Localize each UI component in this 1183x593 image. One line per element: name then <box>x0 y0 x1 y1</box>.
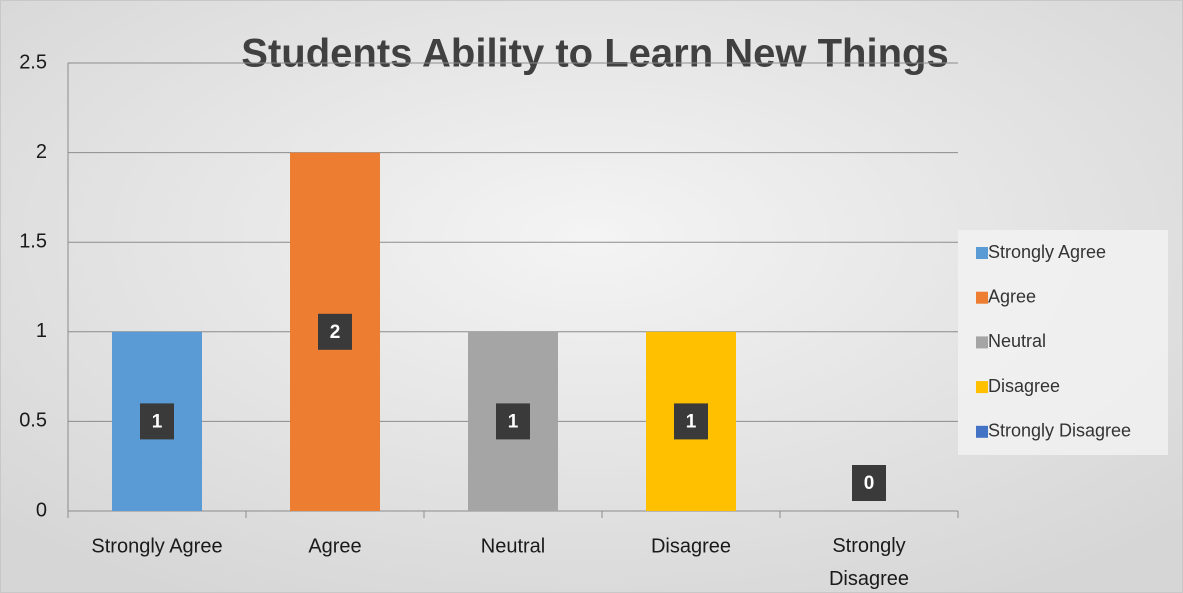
x-tick-label: Agree <box>308 535 361 557</box>
legend-label: Neutral <box>988 331 1046 351</box>
legend-swatch <box>976 381 988 394</box>
y-tick-label: 0 <box>36 499 47 521</box>
legend-label: Strongly Agree <box>988 242 1106 262</box>
y-tick-label: 2.5 <box>19 51 47 73</box>
x-tick-label: Strongly Agree <box>91 535 222 557</box>
x-tick-label: Strongly Disagree <box>829 535 909 590</box>
data-label-box <box>852 465 886 501</box>
y-tick-label: 2 <box>36 141 47 163</box>
data-label-box <box>674 403 708 440</box>
legend-swatch <box>976 425 988 438</box>
data-label: 1 <box>152 411 163 432</box>
chart-title: Students Ability to Learn New Things <box>241 32 948 76</box>
legend-label: Strongly Disagree <box>988 421 1131 441</box>
legend-label: Agree <box>988 286 1036 306</box>
data-label: 1 <box>508 411 519 432</box>
legend-swatch <box>976 291 988 304</box>
data-label-box <box>496 403 530 440</box>
y-tick-label: 0.5 <box>19 410 47 432</box>
x-tick-label: Disagree <box>651 535 731 557</box>
legend-swatch <box>976 247 988 259</box>
y-tick-label: 1.5 <box>19 230 47 252</box>
data-label: 2 <box>330 322 341 343</box>
data-label-box <box>318 313 352 350</box>
data-label: 1 <box>686 411 697 432</box>
data-label: 0 <box>864 473 875 494</box>
x-tick-label: Neutral <box>481 535 545 557</box>
legend-label: Disagree <box>988 376 1060 396</box>
legend-box <box>958 230 1168 455</box>
y-tick-label: 1 <box>36 320 47 342</box>
data-label-box <box>140 403 174 440</box>
legend-swatch <box>976 336 988 349</box>
